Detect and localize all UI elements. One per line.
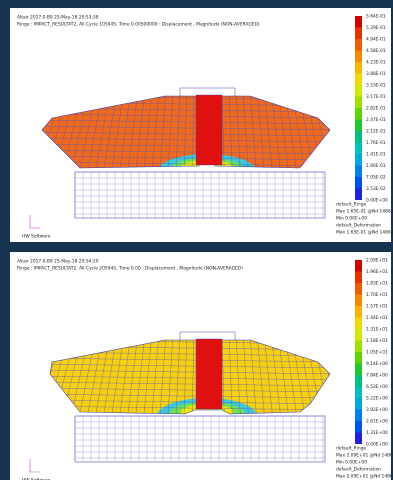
base: [75, 172, 325, 218]
legend-line: default_Ringe: [336, 202, 366, 208]
screenshot: Altair 2017.0-B9 25-May-18 20:53:38Ringe…: [0, 0, 393, 480]
scale-label: 1.31E+00: [366, 430, 388, 436]
legend-line: default_Ringe: [336, 446, 366, 452]
scale-swatch: [355, 318, 362, 330]
scale-swatch: [355, 51, 362, 63]
scale-swatch: [355, 154, 362, 166]
scale-swatch: [355, 177, 362, 189]
scale-swatch: [355, 433, 362, 445]
scale-label: 1.44E+01: [366, 315, 388, 321]
scale-label: 5.29E-01: [366, 25, 386, 31]
scale-swatch: [355, 189, 362, 201]
scale-label: 1.41E-01: [366, 152, 386, 158]
scale-label: 2.61E+00: [366, 419, 388, 425]
scale-swatch: [355, 74, 362, 86]
scale-label: 2.12E-01: [366, 129, 386, 135]
legend-line: Min 0.00E+00: [336, 460, 367, 466]
scale-label: 6.53E+00: [366, 384, 388, 390]
scale-swatch: [355, 143, 362, 155]
scale-swatch: [355, 352, 362, 364]
scale-label: 4.23E-01: [366, 60, 386, 66]
scale-swatch: [355, 329, 362, 341]
scale-swatch: [355, 108, 362, 120]
scale-label: 1.57E+01: [366, 304, 388, 310]
legend-line: Max 1.65E-01 @Nd 14865 0: [336, 209, 393, 215]
scale-swatch: [355, 166, 362, 178]
scale-swatch: [355, 375, 362, 387]
scale-label: 1.18E+01: [366, 338, 388, 344]
legend-line: Max 2.09E+01 @Nd 14865 0: [336, 474, 393, 480]
scale-swatch: [355, 85, 362, 97]
scale-swatch: [355, 272, 362, 284]
result-panel: Altair 2017.0-B9 25-May-18 20:54:20Ringe…: [10, 252, 393, 480]
scale-swatch: [355, 120, 362, 132]
scale-swatch: [355, 16, 362, 28]
scale-label: 1.31E+01: [366, 327, 388, 333]
scale-swatch: [355, 28, 362, 40]
scale-label: 1.76E-01: [366, 140, 386, 146]
scale-swatch: [355, 387, 362, 399]
logo: HW Software: [22, 234, 51, 240]
scale-label: 3.53E-02: [366, 186, 386, 192]
scale-swatch: [355, 398, 362, 410]
scale-swatch: [355, 421, 362, 433]
scale-label: 1.83E+01: [366, 281, 388, 287]
legend-line: Min 0.00E+00: [336, 216, 367, 222]
scale-swatch: [355, 283, 362, 295]
scale-label: 7.84E+00: [366, 373, 388, 379]
scale-swatch: [355, 97, 362, 109]
legend-line: Max 2.09E+01 @Nd 14865 0: [336, 453, 393, 459]
scale-swatch: [355, 410, 362, 422]
scale-label: 5.64E-01: [366, 14, 386, 20]
scale-label: 2.47E-01: [366, 117, 386, 123]
scale-swatch: [355, 62, 362, 74]
scale-label: 0.00E+00: [366, 198, 388, 204]
scale-label: 1.06E-01: [366, 163, 386, 169]
scale-swatch: [355, 131, 362, 143]
header: Altair 2017.0-B9 25-May-18 20:54:20: [17, 259, 99, 265]
scale-label: 3.92E+00: [366, 407, 388, 413]
scale-swatch: [355, 39, 362, 51]
scale-label: 3.17E-01: [366, 94, 386, 100]
scale-swatch: [355, 341, 362, 353]
scale-label: 4.94E-01: [366, 37, 386, 43]
scale-swatch: [355, 364, 362, 376]
scale-swatch: [355, 295, 362, 307]
scale-label: 3.88E-01: [366, 71, 386, 77]
scale-label: 7.05E-02: [366, 175, 386, 181]
scale-label: 1.96E+01: [366, 269, 388, 275]
scale-label: 3.53E-01: [366, 83, 386, 89]
scale-label: 2.09E+01: [366, 258, 388, 264]
scale-label: 0.00E+00: [366, 442, 388, 448]
legend-line: default_Deformation: [336, 467, 381, 473]
core: [196, 339, 222, 409]
core: [196, 95, 222, 165]
result-panel: Altair 2017.0-B9 25-May-18 20:53:38Ringe…: [10, 8, 393, 242]
scale-label: 2.82E-01: [366, 106, 386, 112]
scale-label: 1.05E+01: [366, 350, 388, 356]
scale-label: 1.70E+01: [366, 292, 388, 298]
scale-label: 5.22E+00: [366, 396, 388, 402]
header: Altair 2017.0-B9 25-May-18 20:53:38: [17, 15, 99, 21]
subheader: Ringe : IMPACT_RESULTAT2, All Cycle 2059…: [17, 266, 243, 272]
scale-swatch: [355, 260, 362, 272]
legend-line: default_Deformation: [336, 223, 381, 229]
subheader: Ringe : IMPACT_RESULTAT2, All Cycle 1059…: [17, 22, 260, 28]
legend-line: Max 1.65E-01 @Nd 14865 0: [336, 230, 393, 236]
scale-label: 4.58E-01: [366, 48, 386, 54]
scale-label: 9.14E+00: [366, 361, 388, 367]
base: [75, 416, 325, 462]
scale-swatch: [355, 306, 362, 318]
